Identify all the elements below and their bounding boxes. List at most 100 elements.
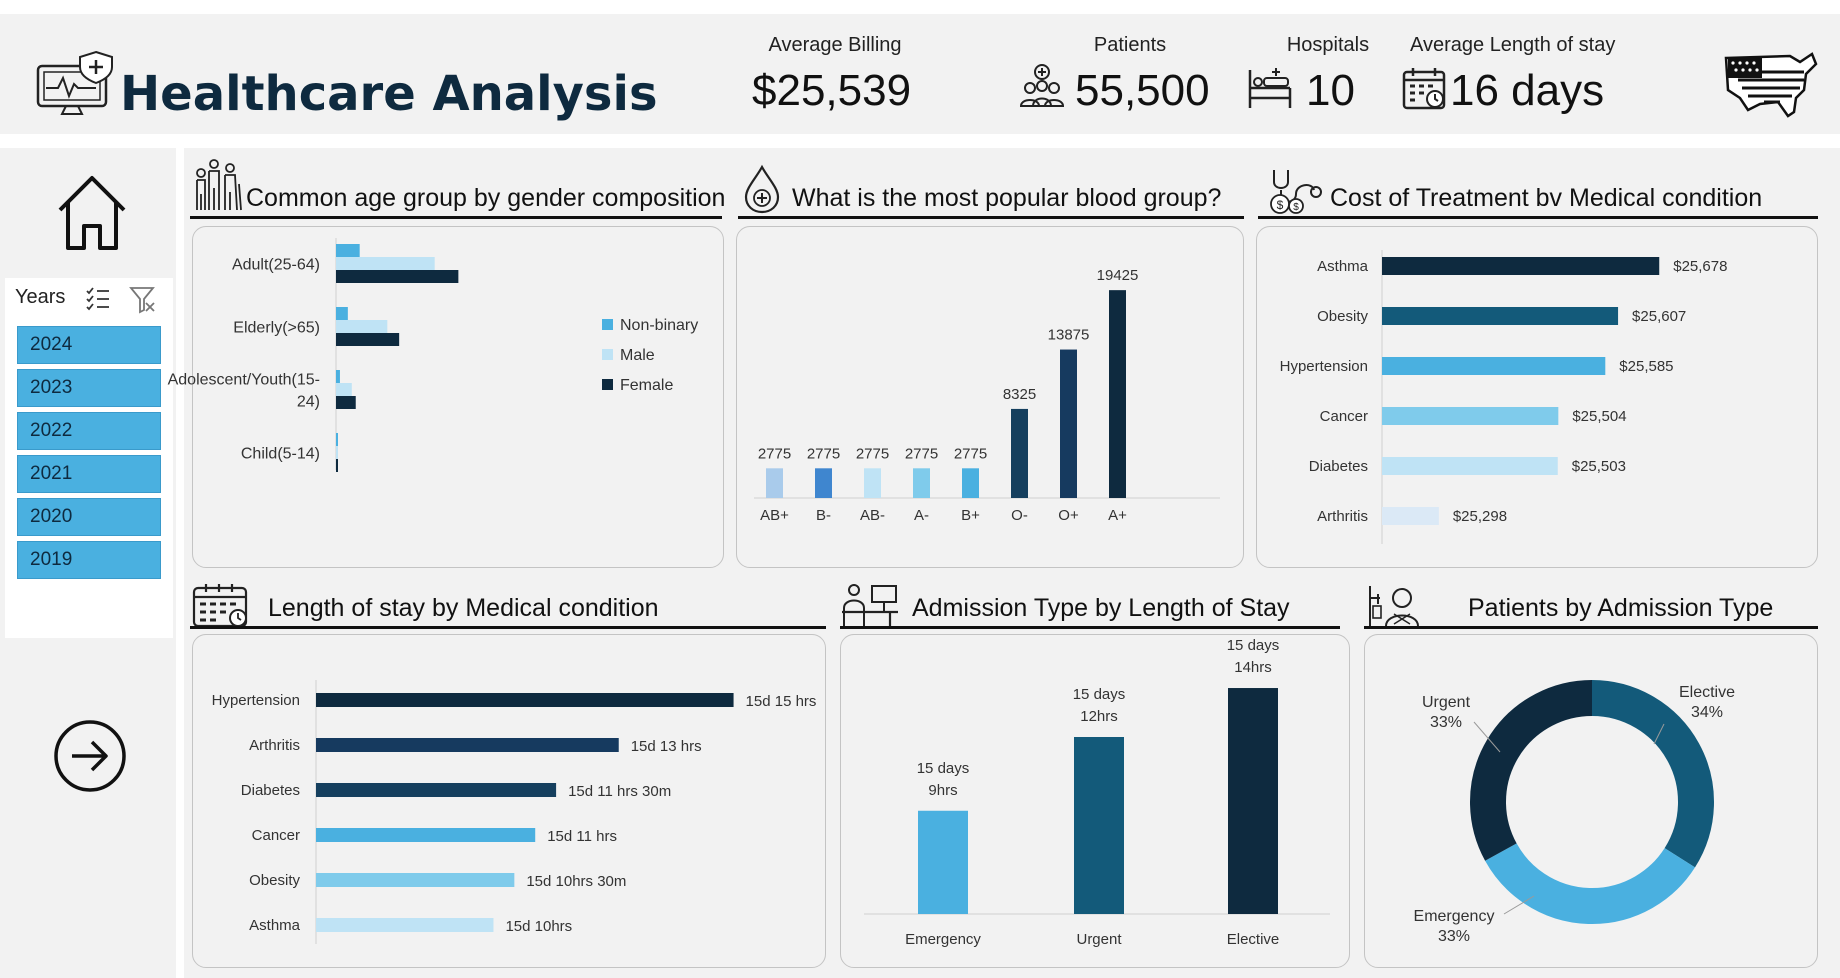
blood-value-label: 2775 — [758, 445, 791, 462]
age-bar-non-binary-1 — [336, 307, 348, 320]
blood-bar-0 — [766, 468, 783, 498]
cost-bar-5 — [1382, 507, 1439, 525]
kpi-patients-label: Patients — [1093, 34, 1167, 56]
length-stay-rule — [190, 626, 826, 629]
length-stay-title: Length of stay by Medical condition — [268, 594, 659, 622]
stay-category-label: Asthma — [249, 917, 301, 934]
kpi-stay-label: Average Length of stay — [1410, 34, 1616, 56]
age-bar-non-binary-0 — [336, 244, 360, 257]
age-bar-non-binary-3 — [336, 433, 338, 446]
age-bar-female-2 — [336, 396, 356, 409]
stay-bar-1 — [316, 738, 619, 752]
year-button-2019[interactable]: 2019 — [17, 541, 161, 579]
age-bar-male-2 — [336, 383, 352, 396]
age-category-label: Adolescent/Youth(15- — [168, 372, 320, 389]
cost-category-label: Diabetes — [1309, 458, 1368, 475]
stay-value-label: 15d 11 hrs — [547, 828, 617, 845]
admission-stay-chart: 15 days 9hrs Emergency 15 days 12hrs Urgent 15… — [864, 637, 1330, 948]
year-button-2020[interactable]: 2020 — [17, 498, 161, 536]
admstay-bar-2 — [1228, 688, 1278, 914]
age-legend-swatch-2 — [602, 379, 613, 390]
year-button-2023[interactable]: 2023 — [17, 369, 161, 407]
donut-percent-label: 33% — [1438, 928, 1470, 945]
stay-bar-4 — [316, 873, 515, 887]
cost-bar-0 — [1382, 257, 1660, 275]
cost-value-label: $25,503 — [1572, 458, 1626, 475]
blood-bar-4 — [962, 468, 979, 498]
blood-group-panel — [736, 226, 1244, 568]
year-button-2021[interactable]: 2021 — [17, 455, 161, 493]
age-group-rule — [190, 216, 722, 219]
usa-flag-map-icon — [1724, 52, 1818, 118]
admstay-bar-0 — [918, 810, 968, 914]
patients-icon — [1019, 64, 1065, 107]
donut-leader-line — [1503, 895, 1535, 915]
age-bar-male-3 — [336, 446, 338, 459]
cost-category-label: Hypertension — [1280, 358, 1368, 375]
blood-value-label: 2775 — [954, 445, 987, 462]
blood-category-label: B+ — [961, 507, 980, 524]
blood-category-label: B- — [816, 507, 831, 524]
blood-bar-5 — [1011, 408, 1028, 498]
cost-value-label: $25,585 — [1619, 358, 1673, 375]
patients-admission-title: Patients by Admission Type — [1468, 594, 1774, 622]
age-group-chart: Adult(25-64) Elderly(>65) Adolescent/Youth… — [168, 238, 698, 472]
donut-leader-line — [1653, 723, 1665, 745]
health-monitor-icon — [36, 50, 113, 115]
blood-category-label: O- — [1011, 507, 1028, 524]
cost-value-label: $25,504 — [1572, 408, 1626, 425]
donut-category-label: Emergency — [1414, 908, 1495, 925]
blood-group-title: What is the most popular blood group? — [792, 184, 1222, 212]
patients-admission-rule — [1364, 626, 1818, 629]
age-bar-female-0 — [336, 270, 459, 283]
stay-category-label: Diabetes — [241, 782, 300, 799]
year-button-2022[interactable]: 2022 — [17, 412, 161, 450]
kpi-billing-value: $25,539 — [752, 66, 912, 115]
admission-stay-title: Admission Type by Length of Stay — [912, 594, 1290, 622]
year-button-2024[interactable]: 2024 — [17, 326, 161, 364]
multi-select-icon[interactable] — [85, 286, 111, 312]
hospital-patient-icon — [1369, 586, 1419, 627]
stay-bar-5 — [316, 918, 494, 932]
age-group-icon — [196, 159, 242, 211]
age-bar-female-1 — [336, 333, 400, 346]
cost-bar-2 — [1382, 357, 1606, 375]
stay-value-label: 15d 13 hrs — [631, 738, 702, 755]
home-icon[interactable] — [56, 172, 128, 252]
cost-treatment-panel — [1256, 226, 1818, 568]
clear-filter-icon[interactable] — [129, 286, 157, 314]
patients-admission-chart: Elective 34% Emergency 33% Urgent 33% — [1414, 680, 1735, 945]
admstay-bar-1 — [1074, 737, 1124, 914]
blood-value-label: 13875 — [1048, 327, 1090, 344]
cost-category-label: Obesity — [1317, 308, 1368, 325]
next-page-arrow-icon[interactable] — [52, 718, 128, 794]
blood-category-label: AB+ — [760, 507, 789, 524]
age-bar-male-1 — [336, 320, 388, 333]
blood-value-label: 19425 — [1097, 267, 1139, 284]
donut-percent-label: 34% — [1691, 704, 1723, 721]
admstay-category-label: Elective — [1227, 931, 1280, 948]
blood-group-chart: 2775 AB+ 2775 B- 2775 AB- 2775 A- 2775 B+ 8325 O- 13… — [754, 267, 1220, 524]
age-legend-label: Non-binary — [620, 317, 698, 334]
blood-bar-6 — [1060, 349, 1077, 498]
blood-value-label: 2775 — [856, 445, 889, 462]
blood-bar-3 — [913, 468, 930, 498]
age-category-label: Child(5-14) — [241, 446, 320, 463]
admstay-value-label: 15 days — [917, 760, 970, 777]
admission-desk-icon — [842, 584, 898, 626]
years-slicer-title: Years — [15, 286, 66, 308]
donut-slice-urgent — [1470, 680, 1593, 861]
age-group-title: Common age group by gender composition — [246, 184, 726, 212]
cost-treatment-title: Cost of Treatment bv Medical condition — [1330, 184, 1763, 212]
stay-value-label: 15d 11 hrs 30m — [568, 783, 671, 800]
blood-category-label: A+ — [1108, 507, 1127, 524]
svg-text:$: $ — [1293, 202, 1299, 213]
age-category-label: Adult(25-64) — [232, 257, 320, 274]
cost-value-label: $25,607 — [1632, 308, 1686, 325]
admstay-value-label: 15 days — [1227, 637, 1280, 654]
stay-value-label: 15d 10hrs 30m — [526, 873, 626, 890]
cost-treatment-rule — [1258, 216, 1818, 219]
donut-slice-elective — [1591, 680, 1714, 868]
cost-bar-4 — [1382, 457, 1558, 475]
age-legend-label: Female — [620, 377, 673, 394]
